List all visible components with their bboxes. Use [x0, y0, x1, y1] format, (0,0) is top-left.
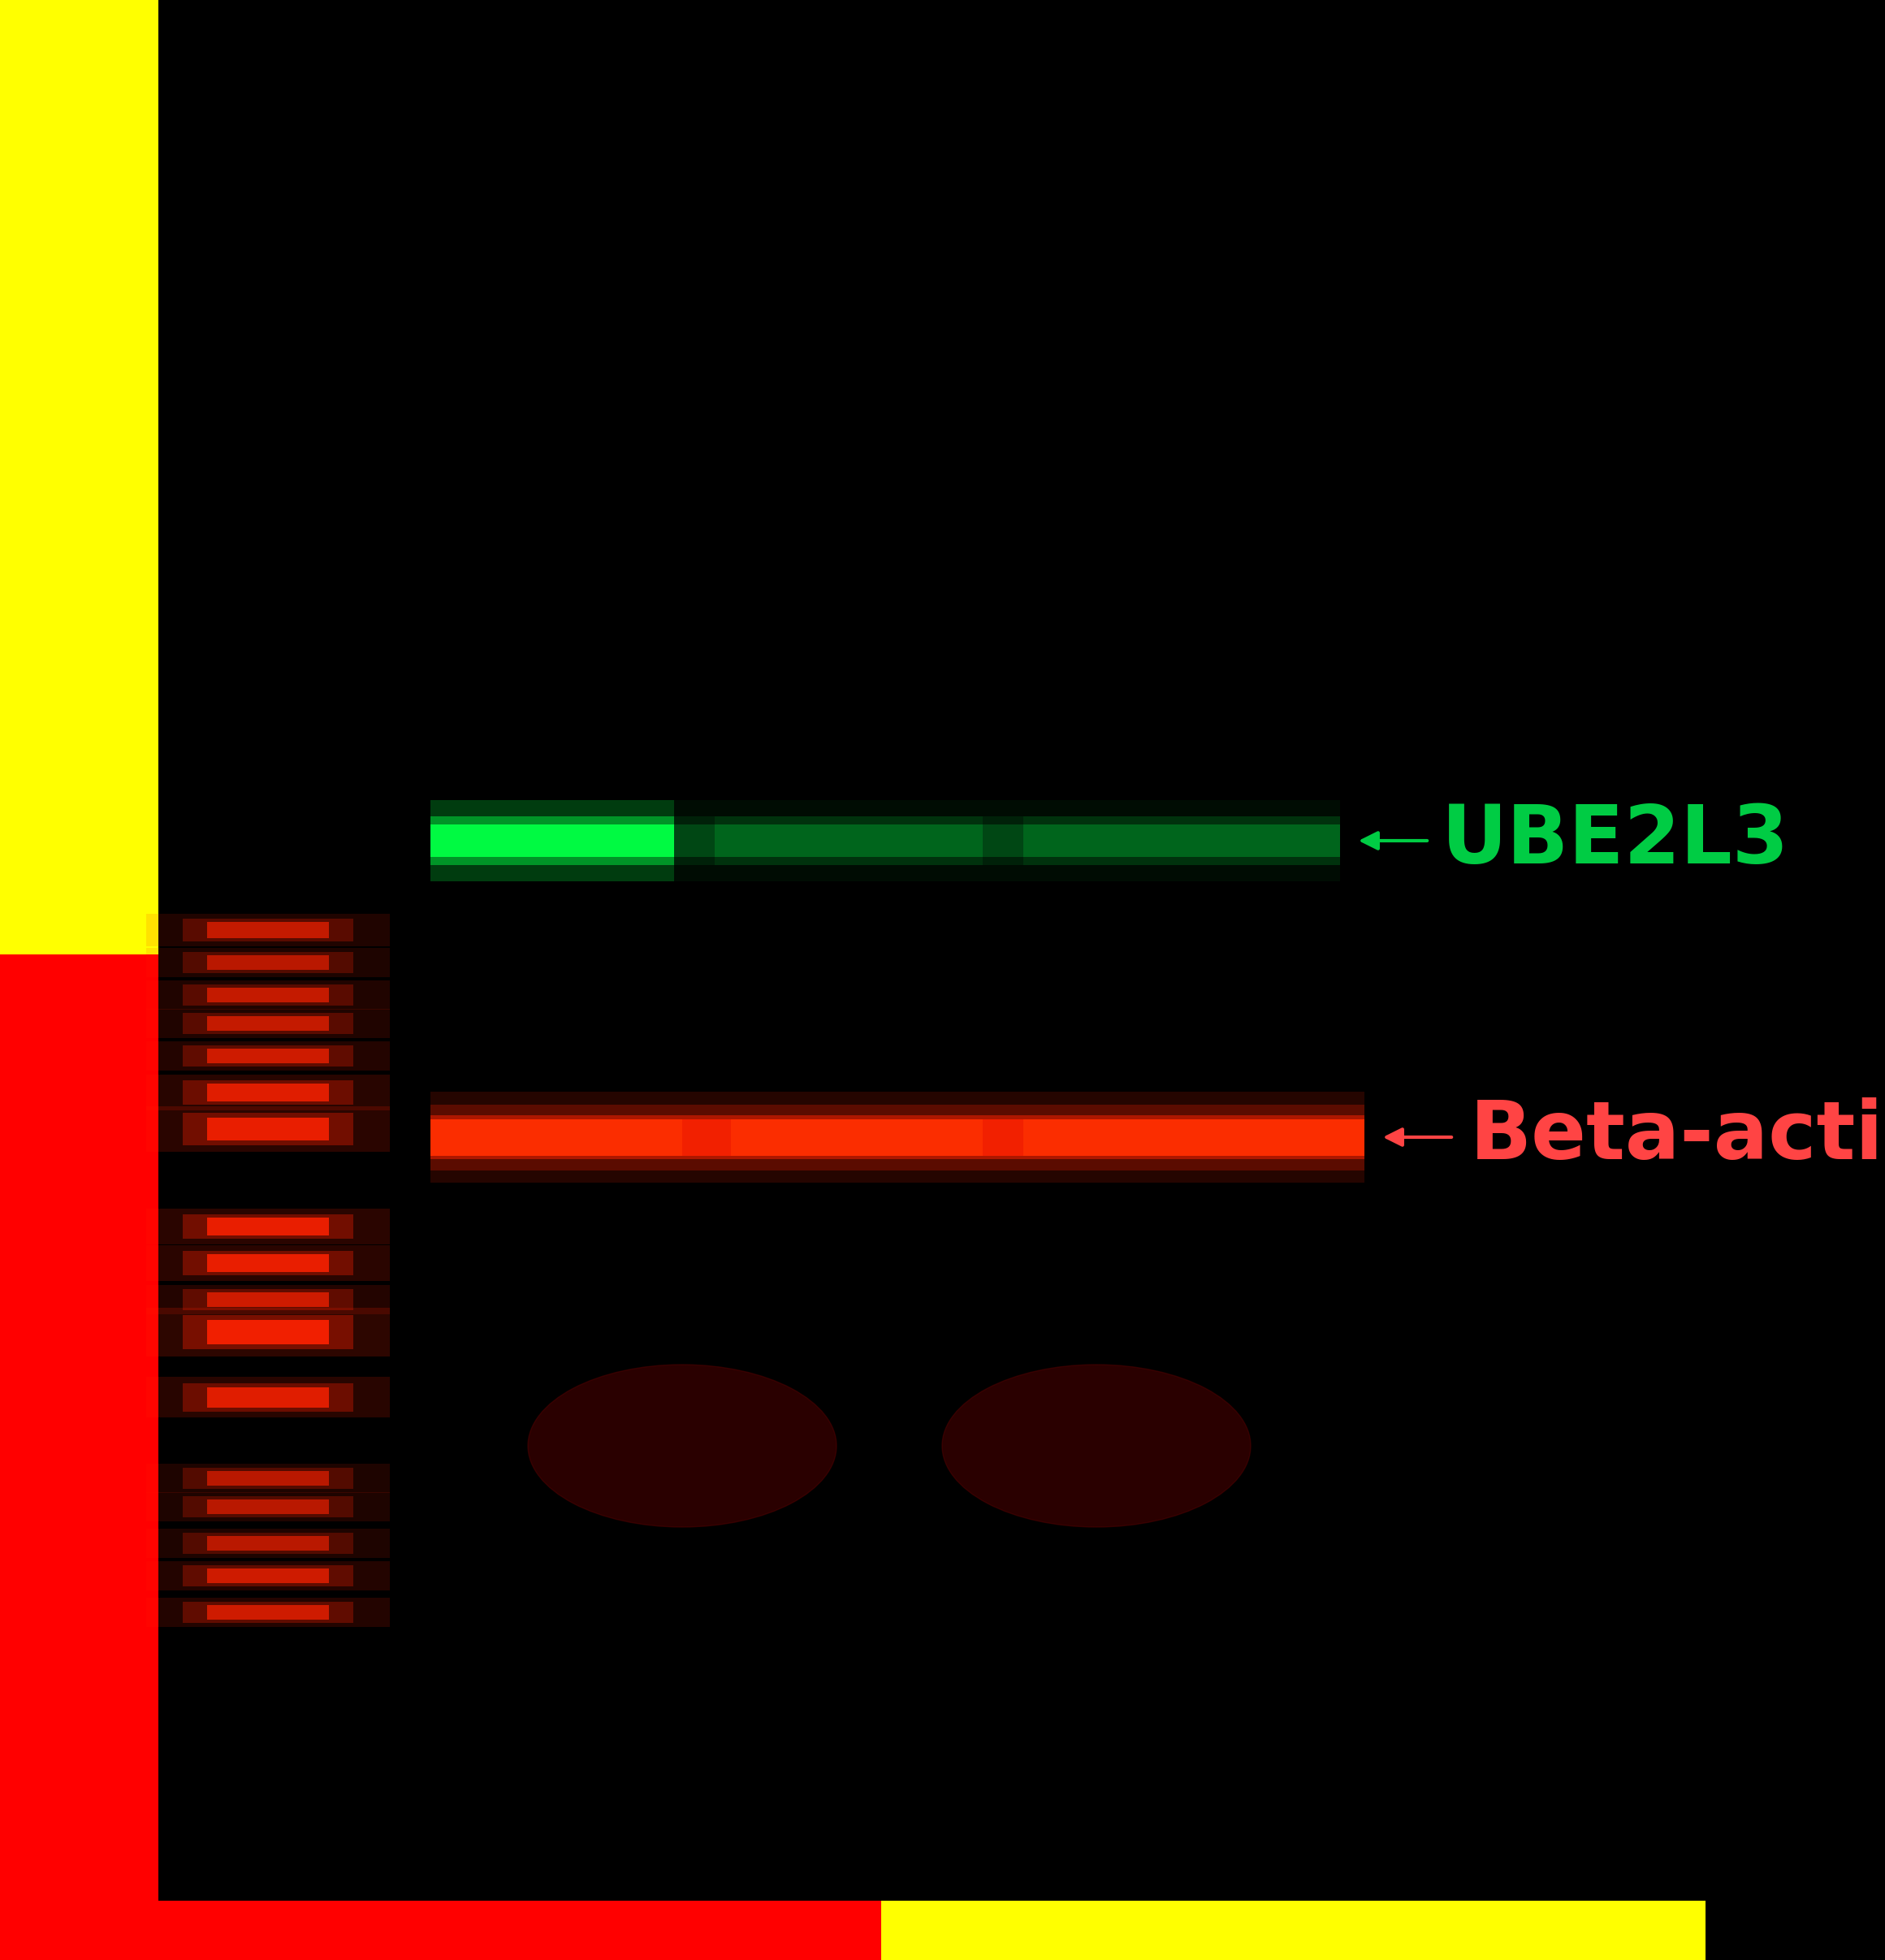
Bar — [430, 1119, 682, 1156]
Bar — [147, 913, 390, 947]
Bar — [430, 825, 1340, 857]
Bar — [183, 1047, 352, 1066]
Bar — [1024, 825, 1340, 857]
Bar — [147, 1597, 390, 1627]
Bar — [183, 1468, 352, 1488]
Bar — [147, 1562, 390, 1590]
Bar — [430, 1103, 1365, 1170]
Text: Beta-actin: Beta-actin — [1470, 1098, 1885, 1176]
Bar — [183, 1566, 352, 1586]
Bar — [430, 815, 675, 864]
Bar — [430, 815, 1340, 864]
Bar — [430, 1119, 1365, 1156]
Bar — [430, 800, 675, 882]
Bar — [207, 1117, 328, 1141]
Bar — [183, 1290, 352, 1309]
Bar — [0, 0, 158, 955]
Bar — [207, 1084, 328, 1102]
Bar — [430, 800, 1340, 882]
Bar — [147, 1074, 390, 1111]
Bar — [183, 1601, 352, 1623]
Bar — [207, 1292, 328, 1307]
Text: UBE2L3: UBE2L3 — [1442, 802, 1789, 880]
Bar — [147, 1286, 390, 1315]
Bar — [714, 815, 982, 864]
Bar — [147, 1245, 390, 1282]
Bar — [207, 1217, 328, 1235]
Bar — [147, 980, 390, 1009]
Bar — [207, 1568, 328, 1584]
Bar — [1024, 815, 1340, 864]
Bar — [147, 1307, 390, 1356]
Bar — [183, 1250, 352, 1276]
Bar — [183, 1213, 352, 1239]
Bar — [207, 1319, 328, 1345]
Bar — [0, 1901, 880, 1960]
Bar — [207, 1472, 328, 1486]
Bar — [147, 1464, 390, 1494]
Bar — [430, 825, 675, 857]
Bar — [183, 1013, 352, 1033]
Bar — [430, 1115, 1365, 1158]
Bar — [0, 955, 158, 1960]
Bar — [880, 1901, 1706, 1960]
Bar — [1478, 0, 1885, 584]
Bar — [207, 955, 328, 970]
Bar — [147, 1529, 390, 1558]
Bar — [147, 1376, 390, 1417]
Bar — [207, 1605, 328, 1619]
Bar — [430, 1092, 1365, 1184]
Ellipse shape — [528, 1364, 837, 1527]
Bar — [207, 1499, 328, 1513]
Bar — [183, 1497, 352, 1517]
Bar — [147, 949, 390, 978]
Bar — [183, 1533, 352, 1554]
Bar — [207, 921, 328, 939]
Bar — [183, 1080, 352, 1105]
Bar — [147, 1009, 390, 1039]
Bar — [207, 1388, 328, 1407]
Bar — [147, 1105, 390, 1152]
Bar — [183, 984, 352, 1005]
Bar — [1024, 1119, 1365, 1156]
Bar — [183, 1315, 352, 1348]
Bar — [207, 1537, 328, 1550]
Bar — [183, 1113, 352, 1145]
Bar — [207, 1254, 328, 1272]
Bar — [183, 919, 352, 941]
Ellipse shape — [942, 1364, 1252, 1527]
Bar — [183, 953, 352, 972]
Bar — [183, 1384, 352, 1411]
Bar — [731, 1119, 982, 1156]
Bar — [147, 1209, 390, 1245]
Bar — [147, 1492, 390, 1521]
Bar — [207, 1049, 328, 1062]
Bar — [714, 825, 982, 857]
Bar — [207, 988, 328, 1002]
Bar — [207, 1015, 328, 1031]
Bar — [147, 1041, 390, 1070]
